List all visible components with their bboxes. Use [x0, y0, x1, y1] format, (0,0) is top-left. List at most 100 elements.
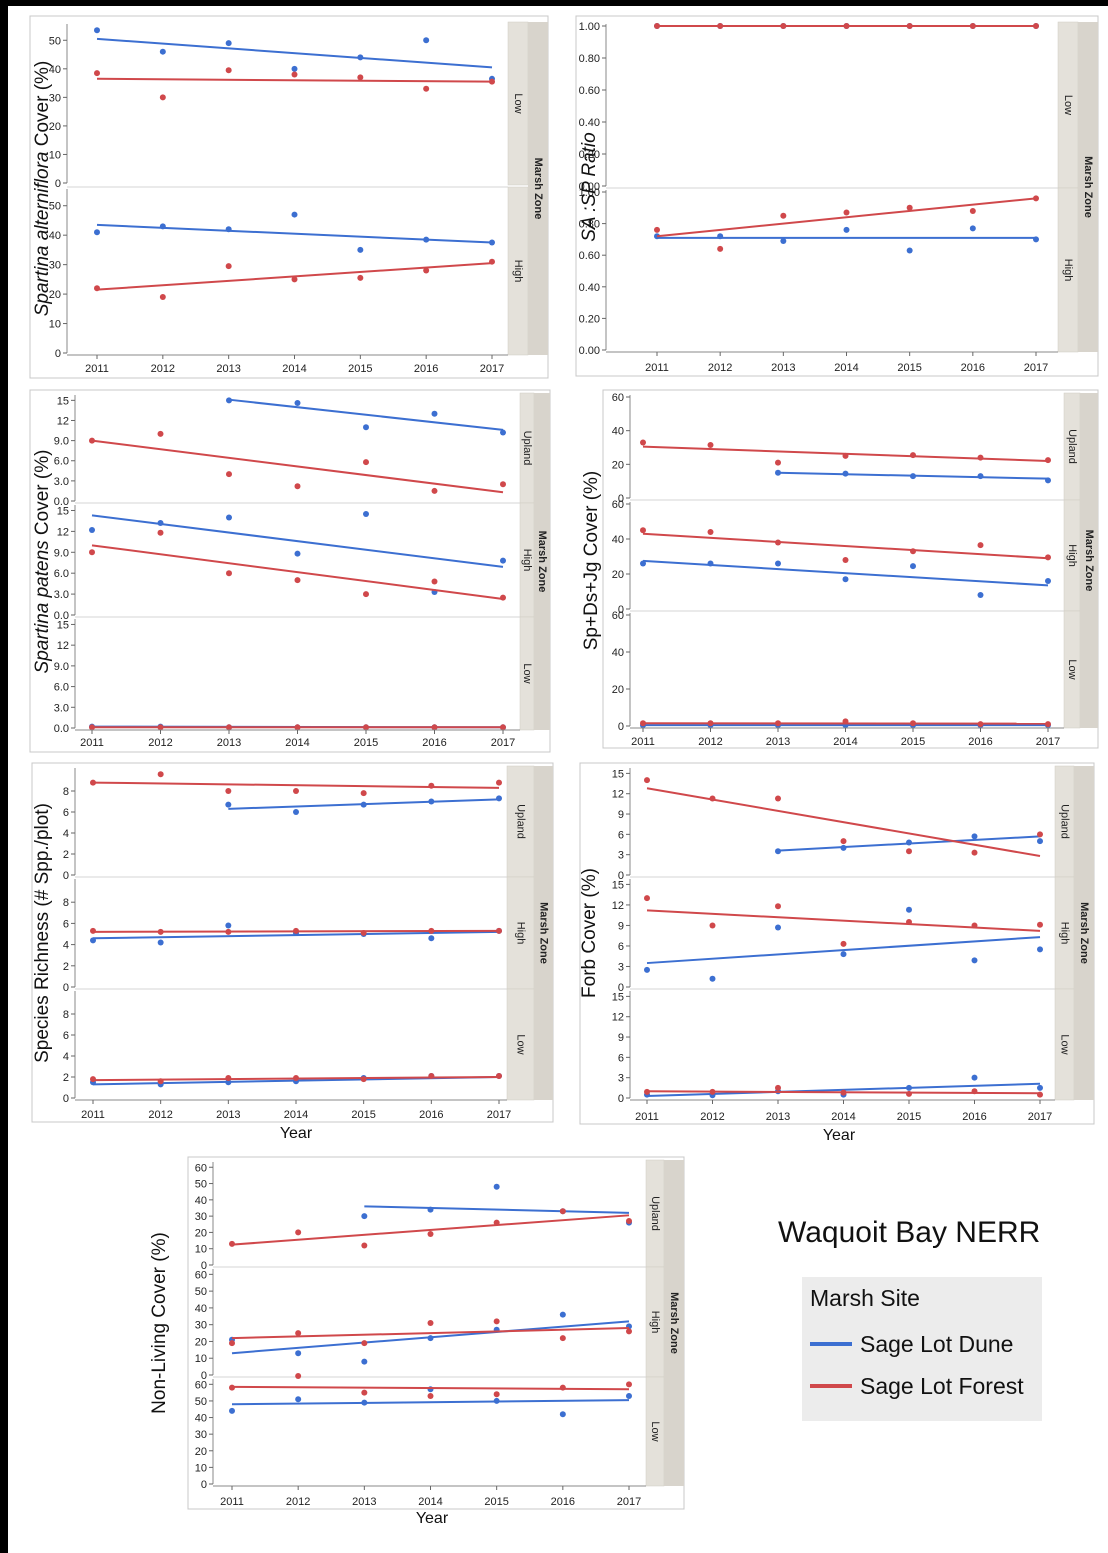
- x-tick-label: 2017: [480, 363, 504, 375]
- zone-label: Upland: [521, 431, 533, 466]
- y-axis-title-part: Non-Living Cover (%): [149, 1232, 170, 1414]
- chart-4: 0 20 40 60 Upland 0 20 40 60 High 0 20 40 60 Low Marsh …: [581, 389, 1099, 749]
- data-point-sage-lot-dune: [842, 576, 849, 583]
- data-point-sage-lot-forest: [775, 795, 781, 802]
- y-tick-label: 0: [63, 870, 69, 882]
- data-point-sage-lot-forest: [428, 927, 435, 934]
- x-axis-title: Year: [416, 1510, 449, 1527]
- y-tick-label: 20: [612, 684, 624, 696]
- x-tick-label: 2015: [901, 736, 925, 748]
- zone-label: High: [515, 922, 527, 945]
- data-point-sage-lot-forest: [357, 74, 364, 81]
- trend-line-sage-lot-forest: [96, 77, 493, 83]
- y-tick-label: 30: [195, 1429, 207, 1441]
- data-point-sage-lot-forest: [910, 720, 916, 727]
- data-point-sage-lot-dune: [423, 236, 430, 243]
- data-point-sage-lot-forest: [360, 1076, 367, 1083]
- y-tick-label: 40: [195, 1303, 207, 1315]
- trend-line-sage-lot-forest: [91, 544, 504, 600]
- x-tick-label: 2012: [700, 1111, 724, 1123]
- data-point-sage-lot-dune: [717, 233, 724, 240]
- y-tick-label: 0: [201, 1260, 207, 1272]
- data-point-sage-lot-forest: [559, 1384, 566, 1391]
- data-point-sage-lot-forest: [291, 276, 298, 283]
- y-tick-label: 6: [618, 1052, 624, 1064]
- trend-line-sage-lot-forest: [231, 1214, 630, 1246]
- x-tick-label: 2014: [833, 736, 857, 748]
- panel-upland: 0 3 6 9 12 15 Upland: [612, 765, 1075, 882]
- y-tick-label: 8: [63, 786, 69, 798]
- marsh-zone-strip: [1080, 393, 1098, 728]
- y-tick-label: 15: [57, 395, 69, 407]
- zone-label: Low: [1062, 95, 1074, 115]
- data-point-sage-lot-forest: [843, 209, 850, 216]
- y-tick-label: 12: [612, 900, 624, 912]
- data-point-sage-lot-dune: [428, 798, 435, 805]
- zone-label: High: [512, 260, 524, 283]
- y-tick-label: 40: [612, 647, 624, 659]
- panel-low: 0 10 20 30 40 50 60 Low: [195, 1373, 665, 1491]
- y-tick-label: 40: [49, 230, 61, 242]
- data-point-sage-lot-dune: [910, 473, 916, 480]
- data-point-sage-lot-forest: [363, 591, 369, 598]
- y-tick-label: 9: [618, 920, 624, 932]
- data-point-sage-lot-dune: [906, 839, 912, 846]
- y-tick-label: 12: [612, 789, 624, 801]
- x-axis-title: Year: [280, 1125, 313, 1142]
- panel-upland: 0 2 4 6 8 Upland: [63, 765, 535, 882]
- y-tick-label: 0.80: [579, 219, 600, 231]
- data-point-sage-lot-forest: [294, 724, 301, 731]
- data-point-sage-lot-dune: [977, 592, 984, 598]
- x-tick-label: 2013: [766, 1111, 790, 1123]
- data-point-sage-lot-dune: [295, 1396, 302, 1403]
- data-point-sage-lot-forest: [654, 226, 660, 233]
- data-point-sage-lot-forest: [361, 1389, 368, 1396]
- data-point-sage-lot-dune: [780, 237, 787, 244]
- data-point-sage-lot-forest: [707, 720, 714, 727]
- legend: Marsh Site Sage Lot Dune Sage Lot Forest: [802, 1277, 1042, 1421]
- y-tick-label: 2: [63, 849, 69, 861]
- data-point-sage-lot-dune: [295, 1350, 302, 1357]
- data-point-sage-lot-dune: [775, 924, 781, 931]
- marsh-zone-strip: [528, 22, 548, 355]
- data-point-sage-lot-forest: [640, 439, 646, 446]
- chart-frame: [575, 15, 1099, 377]
- data-point-sage-lot-dune: [89, 526, 95, 533]
- chart-frame: [602, 389, 1099, 749]
- data-point-sage-lot-dune: [363, 510, 369, 517]
- data-point-sage-lot-forest: [644, 777, 650, 784]
- y-tick-label: 20: [612, 459, 624, 471]
- data-point-sage-lot-forest: [910, 452, 916, 459]
- data-point-sage-lot-dune: [971, 833, 978, 840]
- panel-upland: 0 10 20 30 40 50 60 Upland: [195, 1159, 665, 1272]
- x-tick-label: 2011: [645, 362, 669, 374]
- data-point-sage-lot-dune: [291, 211, 298, 218]
- data-point-sage-lot-forest: [906, 23, 913, 29]
- y-tick-label: 10: [49, 149, 61, 161]
- marsh-zone-strip: [1078, 22, 1098, 352]
- data-point-sage-lot-forest: [1045, 554, 1051, 561]
- data-point-sage-lot-forest: [357, 274, 364, 281]
- data-point-sage-lot-forest: [427, 1231, 434, 1238]
- y-axis-title: SA :SP Ratio: [579, 132, 600, 241]
- data-point-sage-lot-forest: [226, 471, 232, 478]
- y-tick-label: 0.40: [579, 117, 600, 129]
- x-tick-label: 2015: [897, 362, 921, 374]
- chart-1: 0 10 20 30 40 50 Low 0 10 20 30 40 50 High Marsh Zone 2…: [29, 15, 549, 379]
- data-point-sage-lot-forest: [780, 23, 787, 29]
- zone-label: Upland: [1066, 429, 1078, 464]
- data-point-sage-lot-dune: [489, 239, 495, 246]
- data-point-sage-lot-dune: [840, 951, 847, 958]
- data-point-sage-lot-forest: [493, 1391, 500, 1398]
- y-tick-label: 0: [618, 493, 624, 505]
- data-point-sage-lot-dune: [157, 939, 164, 946]
- x-tick-label: 2012: [148, 1109, 172, 1121]
- data-point-sage-lot-forest: [969, 23, 976, 29]
- y-tick-label: 30: [195, 1211, 207, 1223]
- y-tick-label: 10: [195, 1462, 207, 1474]
- panel-low: 0 20 40 60 Low: [612, 610, 1081, 733]
- data-point-sage-lot-forest: [489, 258, 495, 265]
- zone-strip: [506, 876, 535, 990]
- chart-5: 0 2 4 6 8 Upland 0 2 4 6 8 High 0 2 4 6 8 Low Marsh Zone 20…: [31, 762, 554, 1123]
